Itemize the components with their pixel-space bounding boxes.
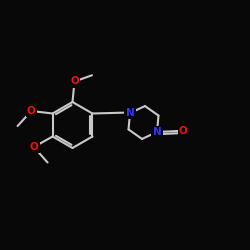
Text: O: O bbox=[70, 76, 79, 86]
Text: N: N bbox=[126, 108, 134, 118]
Text: O: O bbox=[179, 126, 188, 136]
Text: O: O bbox=[27, 106, 36, 116]
Text: N: N bbox=[152, 127, 162, 137]
Text: O: O bbox=[30, 142, 38, 152]
